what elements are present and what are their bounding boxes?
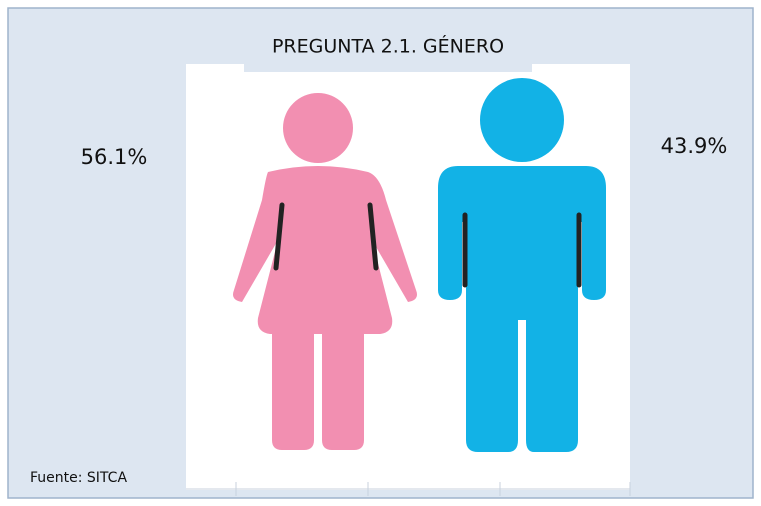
figure xyxy=(233,93,417,450)
arm-shadow xyxy=(367,202,379,271)
arm-shadow xyxy=(273,202,285,271)
value-label: 56.1% xyxy=(81,145,148,169)
figure xyxy=(438,78,606,452)
title-box xyxy=(244,26,532,72)
chart-title: PREGUNTA 2.1. GÉNERO xyxy=(272,35,504,58)
bottom-ticks xyxy=(186,482,631,496)
source: Fuente: SITCA xyxy=(30,470,127,486)
value-label: 43.9% xyxy=(661,134,728,158)
